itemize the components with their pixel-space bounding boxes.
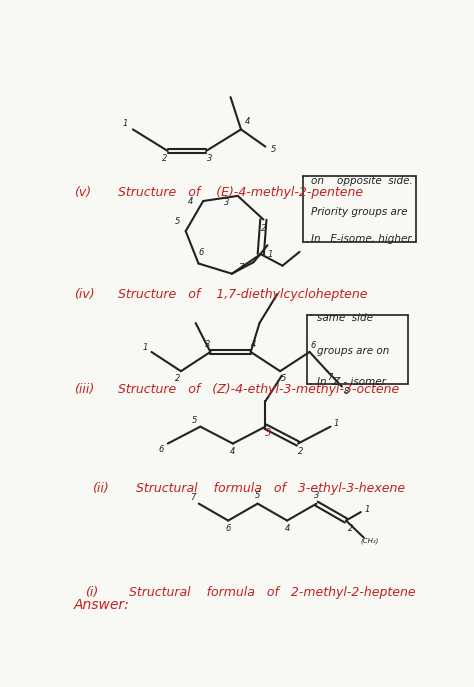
Text: Structure   of    1,7-diethylcycloheptene: Structure of 1,7-diethylcycloheptene — [118, 288, 367, 301]
Text: 4: 4 — [251, 340, 256, 349]
Text: (CH₃): (CH₃) — [361, 537, 379, 544]
Text: In   E-isome, higher: In E-isome, higher — [311, 234, 412, 244]
Text: Structure   of    (E)-4-methyl-2-pentene: Structure of (E)-4-methyl-2-pentene — [118, 186, 363, 199]
Text: 2: 2 — [298, 447, 304, 455]
Text: 3: 3 — [205, 340, 210, 349]
Text: 2: 2 — [348, 523, 353, 533]
Text: 4: 4 — [245, 117, 250, 126]
Text: Structural    formula   of   2-methyl-2-heptene: Structural formula of 2-methyl-2-heptene — [129, 586, 416, 599]
Text: 6: 6 — [159, 445, 164, 454]
Text: 4: 4 — [284, 523, 290, 533]
Text: 1: 1 — [334, 419, 339, 428]
Text: 2: 2 — [162, 154, 167, 164]
Text: same  side: same side — [317, 313, 373, 323]
Text: 5: 5 — [175, 217, 181, 227]
Text: 1: 1 — [364, 504, 370, 513]
Text: Structural    formula   of   3-ethyl-3-hexene: Structural formula of 3-ethyl-3-hexene — [137, 482, 406, 495]
Text: 3: 3 — [207, 154, 212, 164]
Text: groups are on: groups are on — [317, 346, 389, 356]
Text: (v): (v) — [74, 186, 91, 199]
Text: 3: 3 — [314, 491, 319, 500]
Text: 7: 7 — [238, 263, 244, 272]
Text: (iii): (iii) — [74, 383, 94, 396]
Text: In  Z - isomer: In Z - isomer — [317, 376, 385, 387]
Text: 2: 2 — [261, 224, 266, 234]
Text: 3: 3 — [265, 428, 272, 438]
Text: 6: 6 — [199, 248, 204, 257]
Text: 6: 6 — [310, 341, 315, 350]
Text: 5: 5 — [255, 491, 260, 500]
Text: 5: 5 — [271, 145, 276, 155]
Text: on    opposite  side.: on opposite side. — [311, 176, 413, 185]
Text: 4: 4 — [230, 447, 236, 455]
Text: 1: 1 — [122, 119, 128, 128]
Text: Structure   of   (Z)-4-ethyl-3-methyl-3-octene: Structure of (Z)-4-ethyl-3-methyl-3-octe… — [118, 383, 399, 396]
Text: 4: 4 — [188, 196, 193, 205]
Text: Priority groups are: Priority groups are — [311, 207, 408, 217]
Text: 7: 7 — [328, 373, 333, 382]
Text: 6: 6 — [226, 523, 231, 533]
Text: 1: 1 — [143, 343, 148, 352]
Text: 3: 3 — [224, 198, 229, 207]
Text: Answer:: Answer: — [74, 598, 130, 612]
Text: 2: 2 — [175, 374, 181, 383]
Text: 5: 5 — [191, 416, 197, 425]
Text: 8: 8 — [344, 387, 349, 396]
Text: (ii): (ii) — [92, 482, 109, 495]
Text: 5: 5 — [281, 374, 286, 383]
Text: 7: 7 — [190, 493, 195, 502]
Text: (i): (i) — [85, 586, 98, 599]
Text: (iv): (iv) — [74, 288, 95, 301]
Text: 1: 1 — [267, 249, 273, 258]
